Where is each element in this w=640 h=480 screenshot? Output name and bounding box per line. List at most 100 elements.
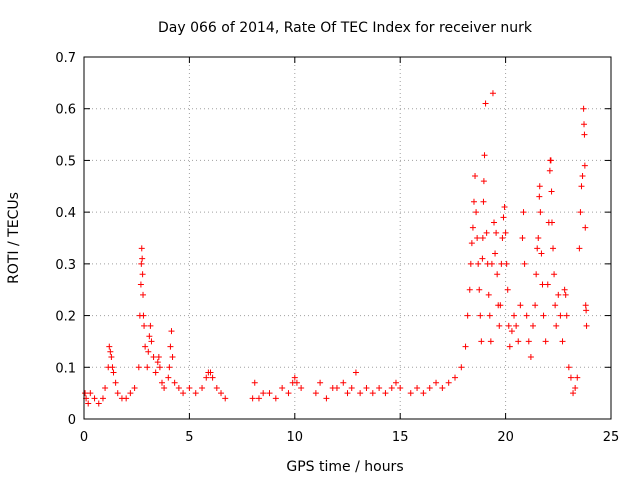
data-point xyxy=(480,178,487,185)
data-point xyxy=(272,395,279,402)
data-point xyxy=(420,390,427,397)
y-tick-label: 0.4 xyxy=(55,206,76,221)
data-point xyxy=(123,395,130,402)
data-point xyxy=(260,390,267,397)
data-point xyxy=(218,390,225,397)
data-point xyxy=(492,250,499,257)
data-point xyxy=(135,364,142,371)
data-point xyxy=(180,390,187,397)
data-point xyxy=(154,359,161,366)
data-point xyxy=(95,400,102,407)
data-point xyxy=(515,338,522,345)
data-point xyxy=(107,348,114,355)
data-point xyxy=(494,271,501,278)
data-point xyxy=(131,384,138,391)
data-point xyxy=(266,390,273,397)
data-point xyxy=(209,374,216,381)
data-point xyxy=(323,395,330,402)
data-point xyxy=(144,364,151,371)
data-point xyxy=(535,235,542,241)
data-point xyxy=(138,245,145,252)
data-point xyxy=(536,193,543,200)
data-point xyxy=(496,322,503,329)
data-point xyxy=(582,302,589,309)
data-point xyxy=(561,286,568,293)
y-tick-label: 0.3 xyxy=(55,258,76,273)
data-point xyxy=(108,353,115,360)
data-point xyxy=(165,374,172,381)
data-point xyxy=(255,395,262,402)
data-point xyxy=(487,338,494,345)
data-point xyxy=(534,245,541,252)
data-point xyxy=(251,379,258,386)
data-point xyxy=(485,291,492,298)
chart-title: Day 066 of 2014, Rate Of TEC Index for r… xyxy=(158,20,533,36)
data-point xyxy=(298,384,305,391)
data-point xyxy=(203,374,210,381)
data-point xyxy=(501,203,508,210)
data-point xyxy=(547,157,554,164)
y-tick-label: 0.5 xyxy=(55,154,76,169)
data-point xyxy=(488,260,495,267)
data-point xyxy=(486,312,493,319)
data-point xyxy=(317,379,324,386)
data-point xyxy=(357,390,364,397)
data-point xyxy=(291,374,298,381)
data-point xyxy=(382,390,389,397)
data-point xyxy=(139,255,146,262)
data-point xyxy=(537,209,544,216)
data-point xyxy=(161,384,168,391)
data-point xyxy=(139,271,146,278)
data-point xyxy=(479,255,486,262)
data-point xyxy=(467,260,474,267)
data-point xyxy=(557,312,564,319)
x-axis-title: GPS time / hours xyxy=(286,459,403,475)
data-point xyxy=(506,343,513,350)
data-point xyxy=(466,286,473,293)
data-point xyxy=(542,338,549,345)
data-point xyxy=(141,322,148,329)
grid xyxy=(84,57,611,419)
data-points xyxy=(82,90,590,407)
data-point xyxy=(551,271,558,278)
data-point xyxy=(158,379,165,386)
data-point xyxy=(477,312,484,319)
data-point xyxy=(168,328,175,335)
data-point xyxy=(527,353,534,360)
data-point xyxy=(85,400,92,407)
data-point xyxy=(570,390,577,397)
data-point xyxy=(521,260,528,267)
data-point xyxy=(505,322,512,329)
data-point xyxy=(474,235,481,241)
data-point xyxy=(504,286,511,293)
data-point xyxy=(579,172,586,179)
data-point xyxy=(426,384,433,391)
data-point xyxy=(433,379,440,386)
data-point xyxy=(498,260,505,267)
data-point xyxy=(137,281,144,288)
tick-labels: 0 0.1 0.2 0.3 0.4 0.5 0.6 0.7 0 5 10 15 20 25 xyxy=(55,51,619,445)
y-tick-label: 0.2 xyxy=(55,310,76,325)
data-point xyxy=(517,302,524,309)
data-point xyxy=(112,379,119,386)
data-point xyxy=(414,384,421,391)
plot-frame xyxy=(83,56,612,420)
y-tick-label: 0 xyxy=(68,413,76,428)
data-point xyxy=(562,291,569,298)
data-point xyxy=(138,260,145,267)
data-point xyxy=(552,302,559,309)
data-point xyxy=(480,198,487,205)
x-tick-label: 0 xyxy=(80,430,88,445)
data-point xyxy=(530,322,537,329)
data-point xyxy=(500,214,507,221)
data-point xyxy=(376,384,383,391)
data-point xyxy=(388,384,395,391)
data-point xyxy=(82,390,89,397)
data-point xyxy=(533,271,540,278)
data-point xyxy=(581,162,588,169)
data-point xyxy=(583,307,590,314)
data-point xyxy=(555,291,562,298)
data-point xyxy=(142,343,149,350)
data-point xyxy=(550,245,557,252)
